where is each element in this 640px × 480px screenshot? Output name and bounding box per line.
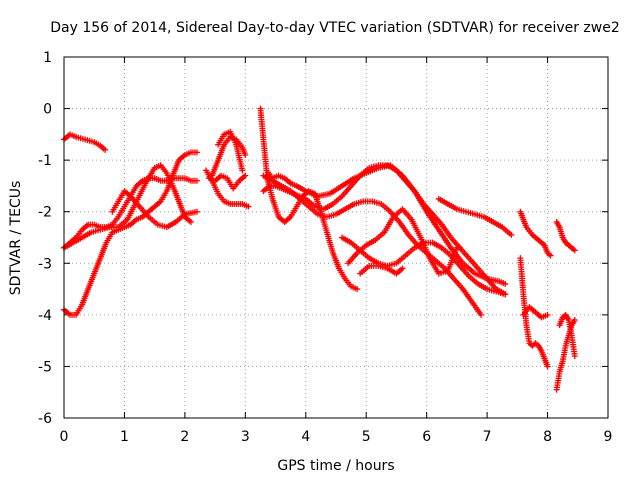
x-tick-label: 4 <box>301 429 310 445</box>
series-arc-e <box>109 188 200 231</box>
series-arc-q <box>435 195 515 238</box>
data-point <box>245 203 252 210</box>
data-point <box>187 219 194 226</box>
data-point <box>102 146 109 153</box>
axis-ticks: 0 1 2 3 4 5 6 7 8 910-1-2-3-4-5-6 <box>38 50 612 445</box>
data-point <box>508 231 515 238</box>
series-arc-c <box>61 162 194 251</box>
y-tick-label: 1 <box>43 50 52 66</box>
x-tick-label: 2 <box>180 429 189 445</box>
data-point <box>544 363 551 370</box>
data-point <box>544 311 551 318</box>
data-point <box>242 172 249 179</box>
data-point <box>399 265 406 272</box>
y-axis-label: SDTVAR / TECUs <box>8 181 24 296</box>
x-tick-label: 5 <box>362 429 371 445</box>
series-arc-d <box>61 149 200 318</box>
series-arc-t <box>520 304 551 321</box>
x-tick-label: 1 <box>120 429 129 445</box>
data-point <box>193 208 200 215</box>
chart-title: Day 156 of 2014, Sidereal Day-to-day VTE… <box>50 20 620 36</box>
data-point <box>502 291 509 298</box>
series-arc-a <box>61 131 109 153</box>
x-tick-label: 7 <box>483 429 492 445</box>
y-tick-label: 0 <box>43 102 52 118</box>
data-point <box>547 252 554 259</box>
data-marks <box>61 105 578 393</box>
x-tick-label: 8 <box>543 429 552 445</box>
y-tick-label: -4 <box>38 308 52 324</box>
data-point <box>571 317 578 324</box>
data-point <box>571 353 578 360</box>
plot-frame <box>63 56 609 419</box>
data-point <box>502 280 509 287</box>
series-arc-v <box>556 311 578 360</box>
grid-lines <box>64 57 608 418</box>
data-point <box>354 286 361 293</box>
series-arc-i <box>206 172 249 192</box>
data-point <box>239 167 246 174</box>
data-point <box>453 244 460 251</box>
data-point <box>478 311 485 318</box>
series-arc-n <box>339 234 509 298</box>
y-tick-label: -3 <box>38 256 52 272</box>
series-arc-m <box>263 172 361 293</box>
x-axis-label: GPS time / hours <box>277 458 394 474</box>
series-arc-g <box>203 167 252 210</box>
y-tick-label: -6 <box>38 411 52 427</box>
x-tick-label: 0 <box>60 429 69 445</box>
y-tick-label: -1 <box>38 153 52 169</box>
data-point <box>193 149 200 156</box>
data-point <box>193 177 200 184</box>
data-point <box>242 151 249 158</box>
series-arc-r <box>517 208 554 259</box>
data-point <box>571 247 578 254</box>
y-tick-label: -2 <box>38 205 52 221</box>
x-tick-label: 9 <box>604 429 613 445</box>
series-arc-w <box>553 219 578 254</box>
series-arc-p <box>357 262 406 277</box>
series-arc-h <box>215 128 246 174</box>
y-tick-label: -5 <box>38 359 52 375</box>
x-tick-label: 3 <box>241 429 250 445</box>
x-tick-label: 6 <box>422 429 431 445</box>
series-arc-o <box>345 206 460 277</box>
